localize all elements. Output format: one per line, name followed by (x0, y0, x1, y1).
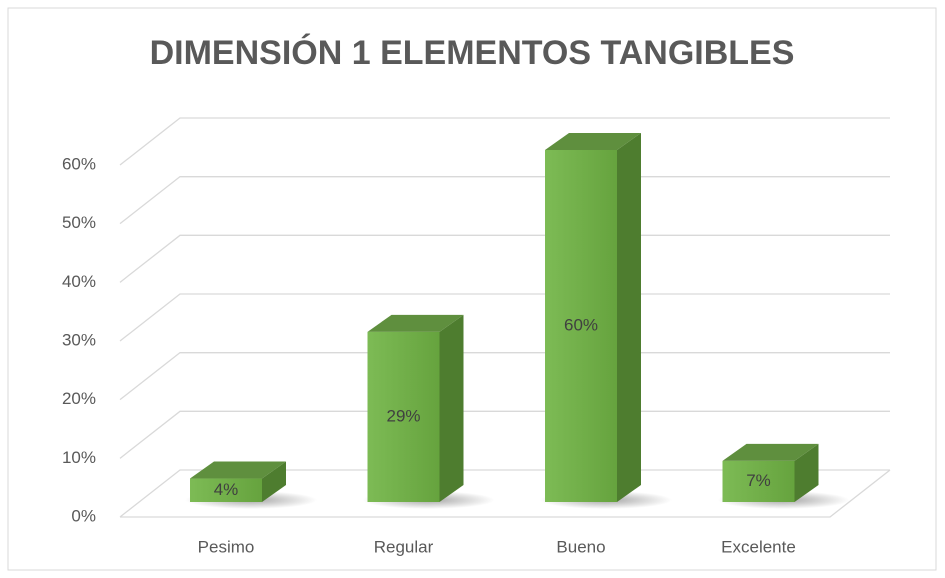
value-label: 60% (564, 315, 598, 334)
floor-edge (120, 469, 891, 518)
x-tick-label: Excelente (721, 537, 796, 556)
bar (545, 150, 617, 502)
bar-top (722, 443, 819, 461)
value-label: 29% (386, 406, 420, 425)
x-tick-label: Bueno (556, 537, 605, 556)
grid-line (119, 234, 890, 283)
y-tick-label: 30% (62, 330, 96, 349)
bar-top (367, 314, 464, 332)
bar-side (439, 314, 464, 502)
bar-side (794, 443, 819, 502)
value-label: 7% (746, 471, 771, 490)
y-tick-label: 10% (62, 448, 96, 467)
grid-line (119, 410, 890, 459)
bar (190, 478, 262, 502)
bar (367, 331, 440, 502)
grid-line (119, 469, 890, 518)
grid-line (119, 293, 890, 342)
y-tick-label: 40% (62, 272, 96, 291)
value-label: 4% (214, 480, 239, 499)
x-tick-label: Regular (374, 537, 434, 556)
bar-side (617, 133, 641, 502)
grid-line (119, 176, 890, 225)
y-tick-label: 0% (71, 506, 96, 525)
chart-title: DIMENSIÓN 1 ELEMENTOS TANGIBLES (150, 34, 795, 72)
y-tick-label: 60% (62, 154, 96, 173)
bar (722, 460, 795, 502)
grid-line (119, 117, 890, 166)
bar-top (190, 461, 286, 479)
y-tick-label: 50% (62, 213, 96, 232)
x-tick-label: Pesimo (198, 537, 255, 556)
bar-side (262, 461, 286, 502)
y-tick-label: 20% (62, 389, 96, 408)
grid-line (119, 352, 890, 401)
bar-top (545, 133, 641, 150)
